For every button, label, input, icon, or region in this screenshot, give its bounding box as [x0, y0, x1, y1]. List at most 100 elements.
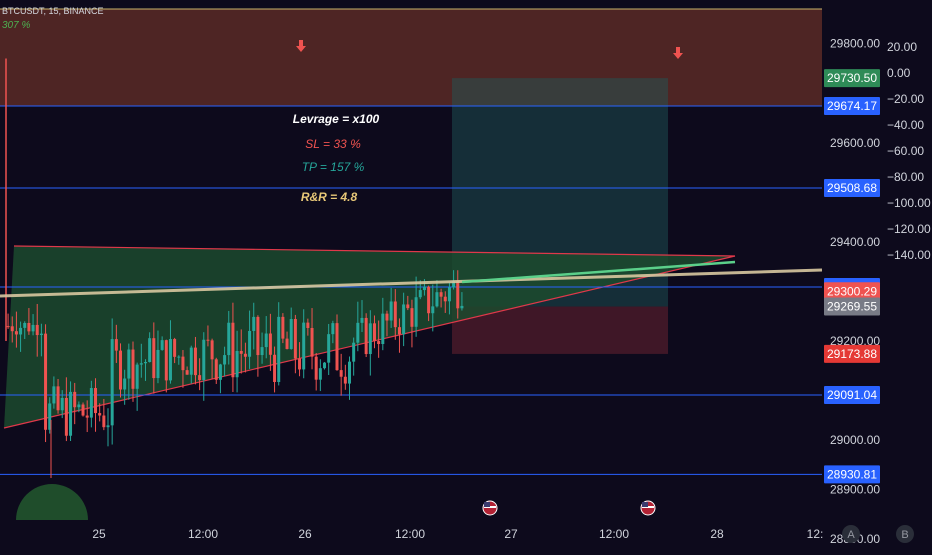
candle-body [368, 323, 372, 355]
candle-body [19, 327, 23, 335]
candle-body [360, 317, 364, 323]
us-flag-event-icon[interactable] [640, 500, 656, 516]
price-tag[interactable] [824, 385, 880, 404]
candle-body [127, 349, 131, 379]
candle-body [277, 316, 281, 382]
candle-body [214, 359, 218, 380]
candle-body [48, 403, 52, 430]
time-tick-label: 25 [92, 527, 106, 541]
price-tag-label: 29674.17 [827, 99, 877, 113]
projection-line [461, 260, 736, 284]
candle-body [285, 338, 289, 349]
flag-canton [642, 502, 648, 507]
candle-body [414, 297, 418, 327]
price-tag[interactable] [824, 297, 880, 316]
candle-body [252, 316, 256, 331]
percent-label: 307 % [2, 20, 30, 31]
time-tick-label: 12:00 [395, 527, 425, 541]
candle-body [193, 347, 197, 376]
candle-body [231, 322, 235, 378]
candle-body [202, 339, 206, 381]
candle-body [281, 316, 285, 339]
candle-body [310, 327, 314, 357]
candle-body [264, 333, 268, 348]
candle-body [210, 340, 214, 360]
candle-body [123, 378, 127, 390]
price-tag[interactable] [824, 69, 880, 88]
candle-body [164, 340, 168, 381]
candle-body [248, 330, 252, 357]
indicator-tick-label: −20.00 [887, 92, 924, 106]
candle-body [327, 334, 331, 363]
candle-body [106, 425, 110, 428]
candle-body [422, 286, 426, 291]
candle-body [452, 281, 456, 288]
candle-body [435, 292, 439, 307]
candle-body [114, 339, 118, 351]
candle-body [44, 333, 48, 430]
candle-body [456, 281, 460, 309]
candle-body [64, 397, 68, 436]
candle-body [152, 338, 156, 379]
price-axis-panel [822, 0, 932, 550]
candle-body [89, 388, 93, 418]
price-tag-label: 29091.04 [827, 388, 877, 402]
candles-group [6, 270, 464, 447]
triangle-upper-edge [13, 245, 736, 257]
candle-body [35, 324, 39, 336]
candle-body [218, 364, 222, 380]
candle-body [110, 339, 114, 426]
candle-body [402, 304, 406, 335]
candle-body [427, 286, 431, 314]
candle-body [6, 326, 10, 328]
candle-body [410, 308, 414, 327]
candle-body [364, 317, 368, 355]
candle-body [314, 356, 318, 380]
candle-body [431, 306, 435, 314]
candle-body [102, 415, 106, 428]
candle-body [189, 347, 193, 375]
candle-body [94, 388, 98, 414]
candle-body [23, 322, 27, 328]
candle-body [198, 375, 202, 381]
axis-button[interactable] [842, 525, 860, 543]
candle-body [39, 333, 43, 336]
candle-body [177, 356, 181, 358]
axis-button-label: A [847, 529, 855, 541]
candle-body [73, 391, 77, 408]
axis-button[interactable] [896, 525, 914, 543]
volume-profile-shape [16, 484, 88, 520]
axis-button-label: B [901, 529, 908, 541]
price-tag[interactable] [824, 465, 880, 484]
indicator-tick-label: −60.00 [887, 144, 924, 158]
price-tick-label: 29000.00 [830, 433, 880, 447]
candle-body [418, 290, 422, 298]
candle-body [273, 354, 277, 382]
candle-body [447, 287, 451, 302]
indicator-tick-label: −100.00 [887, 196, 931, 210]
price-tag-label: 29300.29 [827, 284, 877, 298]
candle-body [181, 356, 185, 371]
price-tag[interactable] [824, 344, 880, 363]
candle-body [160, 340, 164, 350]
candle-body [77, 404, 81, 408]
price-tag-label: 28930.81 [827, 467, 877, 481]
candle-body [148, 338, 152, 362]
us-flag-event-icon[interactable] [482, 500, 498, 516]
candle-body [168, 339, 172, 381]
candle-body [298, 358, 302, 370]
price-tag[interactable] [824, 179, 880, 198]
flag-canton [484, 502, 490, 507]
down-arrow-icon [673, 47, 683, 59]
candle-body [381, 313, 385, 345]
candle-body [27, 322, 31, 332]
candle-body [56, 386, 60, 411]
price-tick-label: 29800.00 [830, 37, 880, 51]
candle-body [235, 350, 239, 378]
candle-body [185, 370, 189, 375]
price-tag[interactable] [824, 97, 880, 116]
candle-body [223, 355, 227, 365]
indicator-tick-label: −120.00 [887, 222, 931, 236]
